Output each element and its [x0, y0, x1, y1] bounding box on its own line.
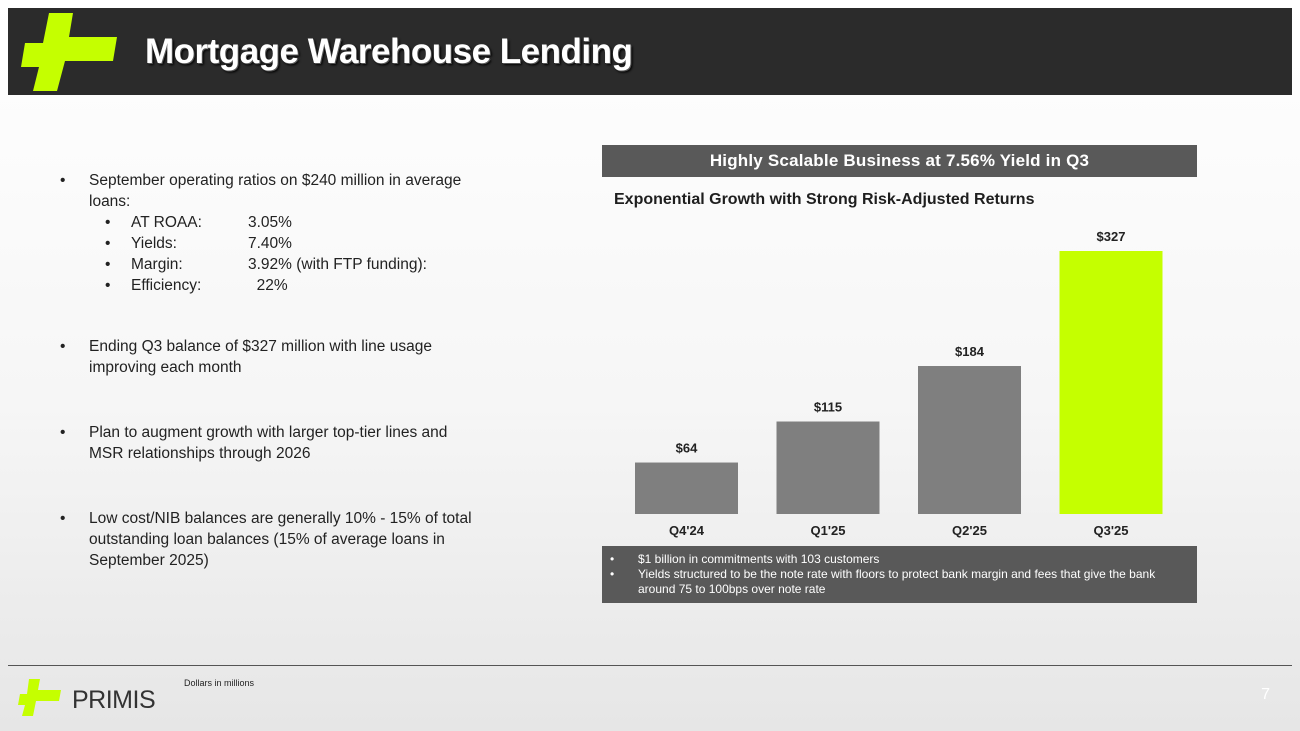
category-label-1: Q1'25	[811, 523, 846, 538]
sub-bullet-item: Margin: 3.92% (with FTP funding):	[89, 254, 480, 275]
sub-bullet-label: AT ROAA:	[131, 214, 202, 231]
bullet-text: Ending Q3 balance of $327 million with l…	[89, 338, 432, 376]
footnote: Dollars in millions	[184, 678, 255, 688]
data-label-2: $184	[955, 344, 985, 359]
sub-bullet-label: Margin:	[131, 256, 183, 273]
data-label-1: $115	[814, 400, 842, 415]
plus-cross-icon	[21, 13, 117, 91]
data-label-0: $64	[676, 441, 698, 456]
sub-bullet-value: 22%	[248, 277, 288, 294]
sub-bullet-value: 3.92% (with FTP funding):	[248, 256, 427, 273]
page-number: 7	[1261, 686, 1270, 703]
brand-name: PRIMIS	[72, 686, 155, 714]
bullet-list: September operating ratios on $240 milli…	[60, 170, 480, 603]
sub-bullet-label: Efficiency:	[131, 277, 202, 294]
page-title: Mortgage Warehouse Lending	[145, 32, 633, 71]
bullet-item: Low cost/NIB balances are generally 10% …	[60, 508, 480, 571]
category-label-2: Q2'25	[952, 523, 987, 538]
plus-cross-icon	[18, 679, 61, 716]
data-label-3: $327	[1097, 229, 1126, 244]
bar-3	[1059, 251, 1163, 514]
bar-2	[918, 366, 1021, 514]
sub-bullet-item: AT ROAA: 3.05%	[89, 212, 480, 233]
bar-1	[776, 421, 880, 514]
bullet-item: Plan to augment growth with larger top-t…	[60, 422, 480, 464]
bullet-text: Plan to augment growth with larger top-t…	[89, 424, 448, 462]
bullet-text: September operating ratios on $240 milli…	[89, 172, 462, 210]
sub-bullet-value: 7.40%	[248, 235, 292, 252]
bar-chart: $64 Q4'24 $115 Q1'25 $184 Q2'25 $327 Q3'25	[635, 229, 1163, 538]
sub-bullet-item: Yields: 7.40%	[89, 233, 480, 254]
category-label-3: Q3'25	[1094, 523, 1129, 538]
sub-bullet-item: Efficiency: 22%	[89, 275, 480, 296]
title-bar: Mortgage Warehouse Lending	[8, 8, 1292, 95]
sub-bullet-label: Yields:	[131, 235, 177, 252]
footer-divider	[8, 665, 1292, 666]
bullet-item: Ending Q3 balance of $327 million with l…	[60, 336, 480, 378]
bullet-item: September operating ratios on $240 milli…	[60, 170, 480, 296]
sub-bullet-value: 3.05%	[248, 214, 292, 231]
note-item: $1 billion in commitments with 103 custo…	[610, 552, 1177, 567]
bar-0	[635, 462, 738, 514]
primis-logo: PRIMIS	[18, 679, 156, 716]
bullet-text: Low cost/NIB balances are generally 10% …	[89, 510, 472, 569]
category-label-0: Q4'24	[669, 523, 705, 538]
note-item: Yields structured to be the note rate wi…	[610, 567, 1177, 597]
sub-bullet-list: AT ROAA: 3.05% Yields: 7.40% Margin: 3.92% …	[89, 212, 480, 296]
chart-notes: $1 billion in commitments with 103 custo…	[602, 546, 1197, 603]
chart-panel-header: Highly Scalable Business at 7.56% Yield …	[602, 145, 1197, 177]
chart-title: Exponential Growth with Strong Risk-Adju…	[614, 191, 1035, 208]
